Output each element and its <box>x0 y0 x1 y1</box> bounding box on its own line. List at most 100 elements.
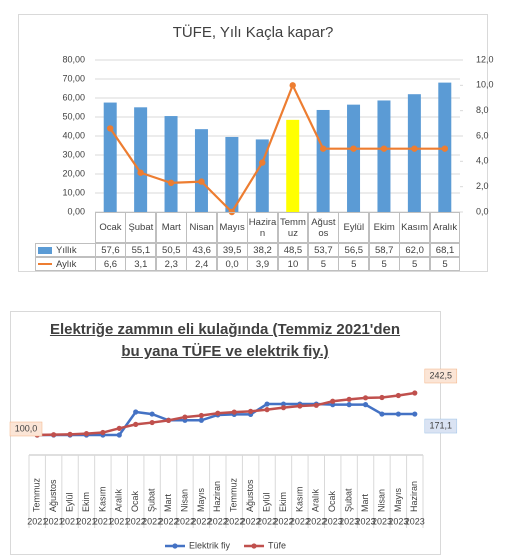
bar <box>347 104 361 212</box>
category-label: Ekim <box>368 212 400 243</box>
x-group-label: 2022 <box>257 516 277 526</box>
x-group-label: 2021 <box>109 516 129 526</box>
bar <box>255 139 269 212</box>
value-label: 43,6 <box>186 243 218 257</box>
marker <box>412 390 418 396</box>
marker <box>412 411 418 417</box>
x-group-label: 2021 <box>44 516 64 526</box>
value-label: 55,1 <box>125 243 157 257</box>
x-group-label: 2022 <box>306 516 326 526</box>
category-label: Eylül <box>338 212 370 243</box>
marker <box>313 402 319 408</box>
legend-swatch <box>251 543 257 549</box>
category-label: Mayıs <box>216 212 248 243</box>
x-group-label: 2023 <box>388 516 408 526</box>
x-tick-label: Haziran <box>409 481 419 512</box>
y-tick-label: 30,00 <box>62 149 85 159</box>
x-tick-label: Ağustos <box>48 479 58 512</box>
x-tick-label: Mayıs <box>393 487 403 512</box>
x-group-label: 2021 <box>76 516 96 526</box>
value-label: 5 <box>429 257 461 271</box>
value-label: 5 <box>399 257 431 271</box>
value-label: 3,9 <box>247 257 278 271</box>
marker <box>319 145 327 152</box>
x-tick-label: Ekim <box>81 492 91 512</box>
marker <box>167 179 175 187</box>
legend-entry: Yıllık <box>35 243 96 257</box>
marker <box>379 411 385 417</box>
x-group-label: 2022 <box>208 516 228 526</box>
line <box>37 391 415 437</box>
chart-title: Elektriğe zammın eli kulağında (Temmiz 2… <box>49 321 401 360</box>
value-label: 56,5 <box>338 243 370 257</box>
bar <box>407 94 421 212</box>
marker <box>395 411 401 417</box>
x-group-label: 2023 <box>356 516 376 526</box>
x-tick-label: Temmuz <box>32 477 42 512</box>
x-group-label: 2021 <box>27 516 47 526</box>
value-label: 39,5 <box>216 243 248 257</box>
x-group-label: 2022 <box>290 516 310 526</box>
legend-swatch <box>38 263 52 265</box>
legend-label: Aylık <box>56 258 77 270</box>
x-tick-label: Ağustos <box>245 479 255 512</box>
marker <box>380 145 388 152</box>
x-tick-label: Ocak <box>327 490 337 512</box>
value-label: 57,6 <box>95 243 126 257</box>
x-tick-label: Nisan <box>376 489 386 512</box>
x-tick-label: Mayıs <box>196 487 206 512</box>
value-label: 6,6 <box>95 257 126 271</box>
y2-tick-label: 4,0 <box>476 156 489 166</box>
x-tick-label: Kasım <box>294 486 304 512</box>
x-group-label: 2022 <box>142 516 162 526</box>
x-group-label: 2023 <box>339 516 359 526</box>
x-tick-label: Mart <box>360 494 370 512</box>
marker <box>264 407 270 413</box>
x-tick-label: Nisan <box>179 489 189 512</box>
x-group-label: 2023 <box>405 516 425 526</box>
value-label: 38,2 <box>247 243 278 257</box>
y-tick-label: 40,00 <box>62 130 85 140</box>
y2-tick-label: 0,0 <box>476 206 489 216</box>
value-label-box <box>9 421 43 437</box>
marker <box>51 432 57 438</box>
x-tick-label: Şubat <box>147 488 157 512</box>
x-tick-label: Eylül <box>64 492 74 512</box>
value-label: 58,7 <box>368 243 400 257</box>
category-label: Haziran <box>247 212 278 243</box>
bar <box>103 102 117 212</box>
value-label: 5 <box>307 257 339 271</box>
marker <box>231 409 237 415</box>
value-label: 10 <box>277 257 309 271</box>
category-label: Aralık <box>429 212 461 243</box>
marker <box>280 401 287 407</box>
value-label: 5 <box>338 257 370 271</box>
marker <box>198 412 204 419</box>
bar <box>134 107 148 212</box>
x-group-label: 2022 <box>159 516 179 526</box>
category-label: Şubat <box>125 212 157 243</box>
marker <box>83 431 90 437</box>
value-label: 68,1 <box>429 243 461 257</box>
x-tick-label: Şubat <box>344 488 354 512</box>
y-tick-label: 60,00 <box>62 92 85 102</box>
category-label: Mart <box>155 212 187 243</box>
marker <box>149 411 155 417</box>
y2-tick-label: 10,0 <box>476 80 494 90</box>
value-label: 62,0 <box>399 243 431 257</box>
x-group-label: 2022 <box>126 516 146 526</box>
value-label-box <box>424 368 458 384</box>
legend-swatch <box>172 543 178 549</box>
marker <box>116 432 122 438</box>
x-tick-label: Temmuz <box>229 477 239 512</box>
legend-label: Elektrik fiy <box>189 540 231 550</box>
marker <box>346 402 352 408</box>
marker <box>67 431 73 437</box>
chart-title: TÜFE, Yılı Kaçla kapar? <box>173 23 334 41</box>
legend-swatch <box>38 246 52 254</box>
x-group-label: 2021 <box>93 516 113 526</box>
line <box>109 82 445 214</box>
y-tick-label: 80,00 <box>62 54 85 64</box>
